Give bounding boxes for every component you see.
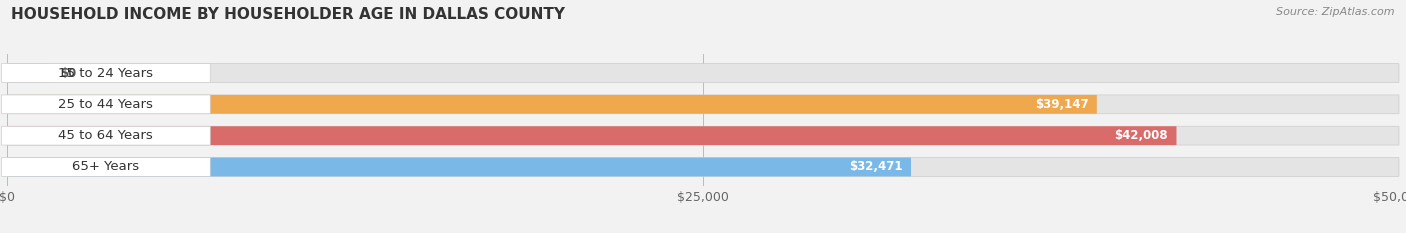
- Text: Source: ZipAtlas.com: Source: ZipAtlas.com: [1277, 7, 1395, 17]
- Text: $32,471: $32,471: [849, 161, 903, 174]
- FancyBboxPatch shape: [7, 64, 49, 82]
- Text: $0: $0: [60, 66, 76, 79]
- FancyBboxPatch shape: [1, 95, 211, 114]
- Text: $42,008: $42,008: [1115, 129, 1168, 142]
- FancyBboxPatch shape: [7, 158, 911, 176]
- FancyBboxPatch shape: [1, 158, 211, 176]
- Text: HOUSEHOLD INCOME BY HOUSEHOLDER AGE IN DALLAS COUNTY: HOUSEHOLD INCOME BY HOUSEHOLDER AGE IN D…: [11, 7, 565, 22]
- Text: $39,147: $39,147: [1035, 98, 1088, 111]
- FancyBboxPatch shape: [1, 126, 211, 145]
- FancyBboxPatch shape: [7, 95, 1399, 114]
- FancyBboxPatch shape: [7, 64, 1399, 82]
- FancyBboxPatch shape: [7, 158, 1399, 176]
- Text: 25 to 44 Years: 25 to 44 Years: [59, 98, 153, 111]
- FancyBboxPatch shape: [1, 64, 211, 82]
- FancyBboxPatch shape: [7, 126, 1177, 145]
- Text: 45 to 64 Years: 45 to 64 Years: [59, 129, 153, 142]
- FancyBboxPatch shape: [7, 95, 1097, 114]
- Text: 65+ Years: 65+ Years: [72, 161, 139, 174]
- Text: 15 to 24 Years: 15 to 24 Years: [59, 66, 153, 79]
- FancyBboxPatch shape: [7, 126, 1399, 145]
